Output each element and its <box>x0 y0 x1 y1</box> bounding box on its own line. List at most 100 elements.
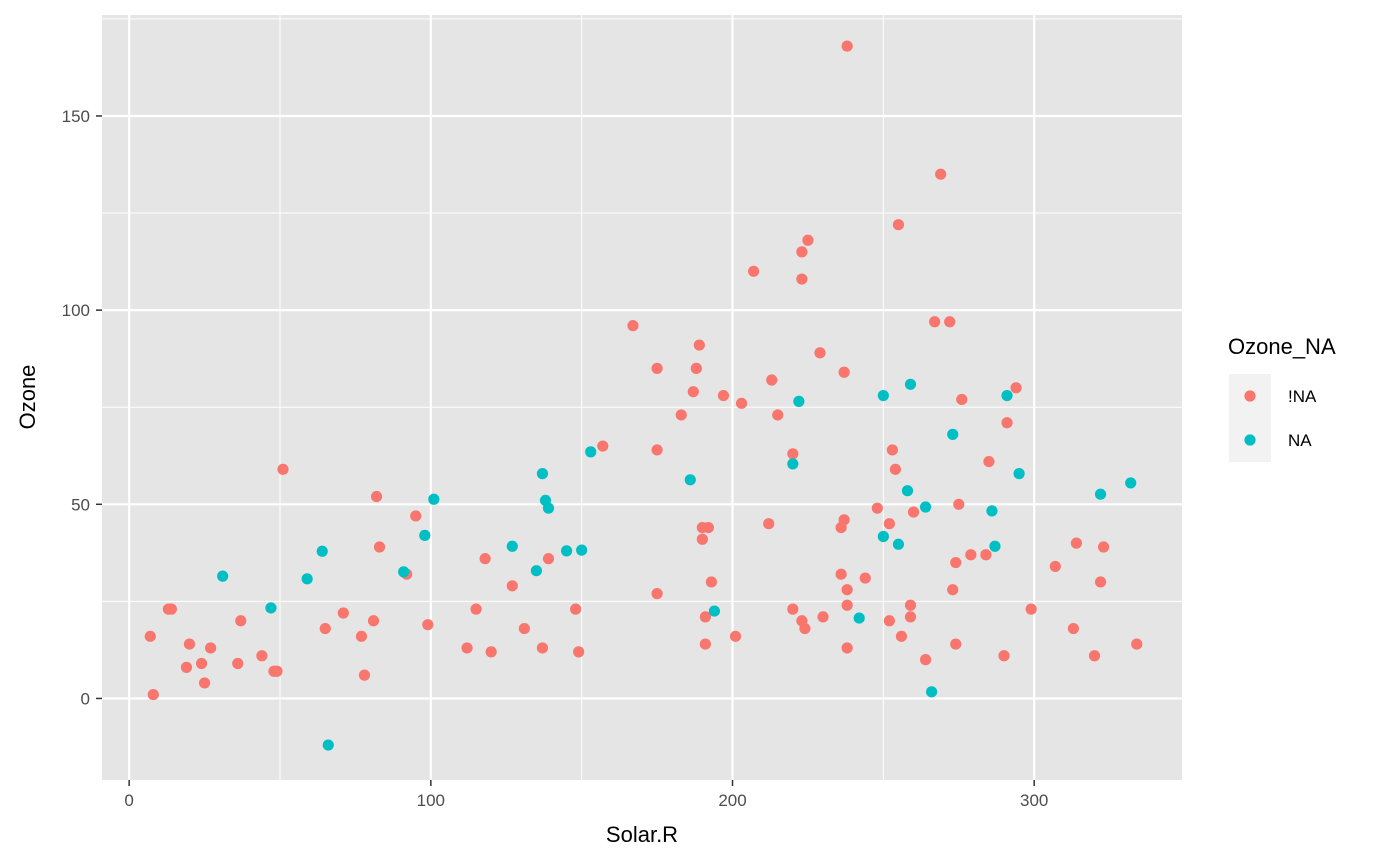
x-tick-label: 200 <box>718 791 746 810</box>
point-not-na <box>180 661 193 673</box>
point-not-na <box>956 393 968 406</box>
point-not-na <box>1094 576 1107 588</box>
point-not-na <box>277 463 289 475</box>
point-na <box>560 545 573 557</box>
point-not-na <box>841 642 853 654</box>
point-not-na <box>935 168 947 180</box>
point-na <box>217 570 229 582</box>
point-not-na <box>205 642 217 654</box>
point-not-na <box>889 463 902 475</box>
point-not-na <box>892 219 905 231</box>
point-not-na <box>271 665 283 677</box>
point-not-na <box>953 498 965 510</box>
point-not-na <box>859 572 871 584</box>
point-not-na <box>702 521 714 534</box>
point-na <box>576 544 588 556</box>
point-na <box>892 538 905 550</box>
point-not-na <box>319 622 331 635</box>
point-not-na <box>461 642 473 654</box>
point-na <box>684 474 696 486</box>
point-not-na <box>358 669 371 681</box>
point-na <box>419 529 431 541</box>
point-na <box>986 505 998 517</box>
point-not-na <box>735 397 748 409</box>
point-not-na <box>965 549 977 561</box>
point-not-na <box>766 374 778 386</box>
data-points <box>144 40 1143 751</box>
point-na <box>398 566 410 578</box>
point-not-na <box>796 273 808 285</box>
point-not-na <box>871 502 883 514</box>
point-na <box>787 458 799 470</box>
x-axis-ticks: 0 100 200 300 <box>124 780 1048 810</box>
point-not-na <box>838 366 850 378</box>
point-na <box>947 428 959 440</box>
point-not-na <box>944 316 956 328</box>
point-na <box>1094 488 1107 500</box>
minor-gridlines <box>102 15 1182 780</box>
legend-title: Ozone_NA <box>1228 334 1336 359</box>
x-tick-label: 0 <box>124 791 133 810</box>
y-tick-label: 150 <box>62 107 90 126</box>
point-not-na <box>1001 417 1013 429</box>
point-not-na <box>717 389 730 402</box>
point-not-na <box>983 455 995 468</box>
major-gridlines <box>102 15 1182 780</box>
y-axis-title: Ozone <box>15 365 40 430</box>
point-not-na <box>651 362 663 374</box>
point-na <box>585 446 597 458</box>
point-not-na <box>699 611 711 623</box>
point-na <box>542 502 555 514</box>
point-not-na <box>787 603 799 615</box>
point-not-na <box>814 347 826 359</box>
point-not-na <box>367 615 380 627</box>
point-not-na <box>410 510 422 522</box>
point-not-na <box>817 611 829 623</box>
point-not-na <box>506 580 518 592</box>
point-not-na <box>165 603 177 615</box>
point-not-na <box>573 646 585 658</box>
point-not-na <box>195 657 208 670</box>
y-axis-ticks: 0 50 100 150 <box>62 107 102 708</box>
point-not-na <box>763 518 775 530</box>
point-not-na <box>980 549 992 561</box>
point-not-na <box>198 677 211 689</box>
point-not-na <box>256 650 268 662</box>
point-not-na <box>690 362 702 374</box>
point-not-na <box>950 556 962 569</box>
y-tick-label: 50 <box>71 495 90 514</box>
plot-panel <box>102 15 1182 780</box>
point-not-na <box>1070 537 1083 549</box>
legend-label-na: NA <box>1288 431 1312 450</box>
point-not-na <box>470 603 482 615</box>
point-na <box>853 612 865 624</box>
point-na <box>877 530 889 543</box>
point-na <box>1125 477 1137 489</box>
point-not-na <box>183 638 196 650</box>
point-not-na <box>1088 650 1101 662</box>
x-tick-label: 300 <box>1020 791 1048 810</box>
point-not-na <box>705 576 717 588</box>
point-not-na <box>729 630 742 642</box>
point-not-na <box>883 615 895 627</box>
point-not-na <box>651 444 663 456</box>
point-not-na <box>895 630 908 642</box>
point-na <box>919 501 932 513</box>
point-not-na <box>597 440 609 452</box>
point-na <box>428 493 440 505</box>
y-tick-label: 100 <box>62 301 90 320</box>
point-not-na <box>627 320 639 332</box>
point-not-na <box>841 584 853 596</box>
point-not-na <box>373 541 386 553</box>
point-not-na <box>1097 541 1110 553</box>
point-not-na <box>1010 382 1022 394</box>
point-not-na <box>485 646 497 658</box>
point-not-na <box>841 40 853 52</box>
point-not-na <box>422 619 434 631</box>
point-na <box>536 468 549 480</box>
point-not-na <box>919 654 932 666</box>
x-tick-label: 100 <box>417 791 445 810</box>
point-not-na <box>835 568 847 580</box>
point-not-na <box>479 553 491 565</box>
